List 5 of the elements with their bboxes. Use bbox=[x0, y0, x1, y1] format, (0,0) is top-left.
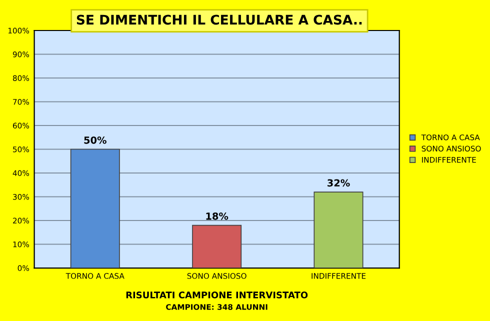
chart-title: SE DIMENTICHI IL CELLULARE A CASA.. bbox=[76, 14, 362, 25]
text: 32% bbox=[328, 179, 350, 187]
text: 18% bbox=[206, 212, 228, 220]
x-axis-title: RISULTATI CAMPIONE INTERVISTATO bbox=[126, 292, 308, 298]
text: 50% bbox=[84, 136, 106, 144]
